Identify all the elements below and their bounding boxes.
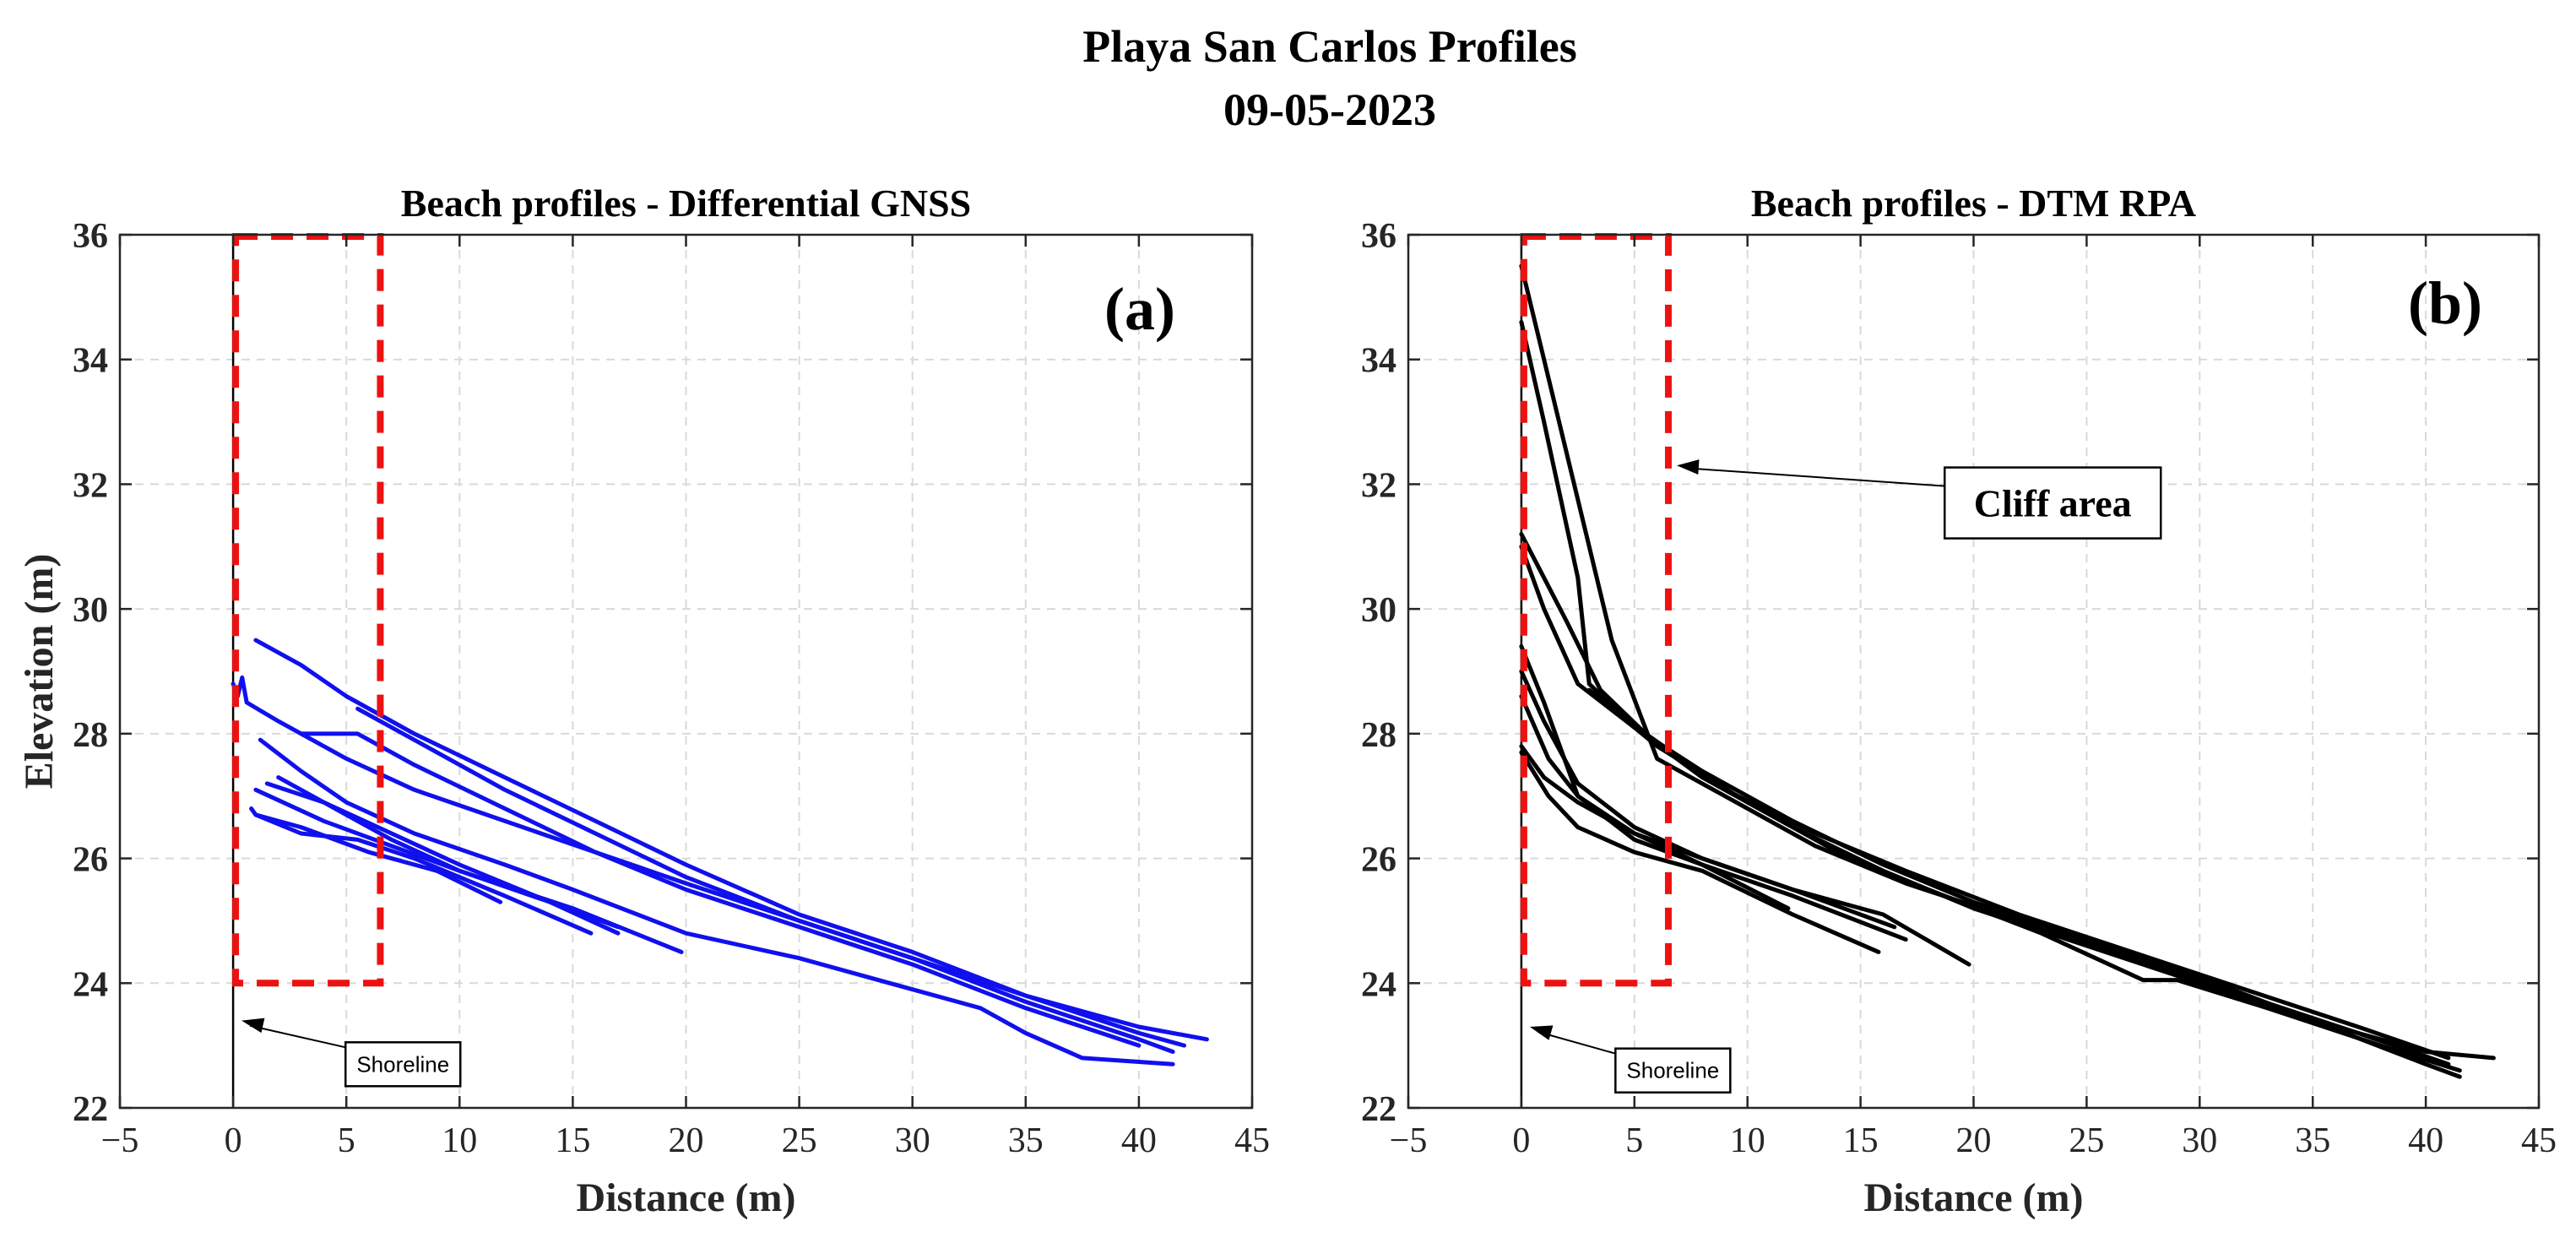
- chart-b-series-line-3: [1519, 532, 2451, 1061]
- chart-b-xtick-label: 30: [2182, 1121, 2217, 1160]
- chart-a-xtick-label: 30: [895, 1121, 930, 1160]
- chart-b-ytick-label: 36: [1361, 217, 1396, 256]
- chart-a-ytick-label: 26: [73, 841, 108, 880]
- chart-b-annotation-text-1: Cliff area: [1974, 482, 2132, 525]
- chart-b-panel-label: (b): [2408, 269, 2482, 337]
- figure-title: Playa San Carlos Profiles: [1082, 21, 1576, 72]
- chart-b-xtick-label: 20: [1956, 1121, 1992, 1160]
- chart-b-xlabel: Distance (m): [1864, 1175, 2084, 1220]
- chart-b-xtick-label: 45: [2521, 1121, 2557, 1160]
- chart-b-annotation-arrowhead-2: [1529, 1025, 1554, 1040]
- chart-a-xlabel: Distance (m): [577, 1175, 796, 1220]
- chart-a-ytick-label: 36: [73, 217, 108, 256]
- chart-a-ytick-label: 28: [73, 716, 108, 755]
- chart-a-series-line-5: [258, 737, 1175, 1067]
- chart-b-xtick-label: 25: [2069, 1121, 2104, 1160]
- chart-b-ytick-label: 34: [1361, 342, 1396, 381]
- panel-b: −5 0 5 10 15 20 25 30 35 40 45 22 24 26 28 30 32 34 36 Beac…: [1361, 182, 2557, 1220]
- chart-b-ytick-label: 22: [1361, 1090, 1396, 1129]
- chart-b-series-line-8: [1519, 750, 1881, 954]
- chart-a-xtick-label: 5: [338, 1121, 355, 1160]
- chart-a-xtick-label: 25: [782, 1121, 817, 1160]
- chart-a-series-line-3: [230, 675, 1186, 1048]
- chart-b-xtick-label: −5: [1390, 1121, 1428, 1160]
- chart-b-annotation-box-1: [1943, 466, 2162, 540]
- chart-b-series-line-10: [1586, 687, 2462, 1073]
- chart-b-cliff-highlight-box: [1520, 233, 1672, 987]
- chart-a-series-line-10: [253, 812, 503, 904]
- chart-a-annotation-arrow-1: [249, 1024, 346, 1049]
- chart-a-title: Beach profiles - Differential GNSS: [401, 182, 971, 225]
- chart-b-ytick-label: 30: [1361, 591, 1396, 630]
- chart-a-ytick-label: 34: [73, 342, 108, 381]
- chart-b-annotation-arrow-1: [1684, 467, 1945, 487]
- chart-a-series-line-4: [299, 731, 1142, 1048]
- chart-b-series-line-9: [1519, 744, 1791, 911]
- panel-a: −5 0 5 10 15 20 25 30 35 40 45 22 24 26 28 30 32 34 36 Beac…: [17, 182, 1270, 1220]
- chart-b-title: Beach profiles - DTM RPA: [1751, 182, 2196, 225]
- chart-b-ytick-label: 26: [1361, 841, 1396, 880]
- chart-a-ytick-label: 32: [73, 466, 108, 505]
- chart-a-annotation-box-1: [344, 1041, 462, 1088]
- chart-a-xtick-label: 45: [1234, 1121, 1270, 1160]
- chart-b-annotation-arrowhead-1: [1676, 459, 1700, 475]
- chart-b-ytick-label: 32: [1361, 466, 1396, 505]
- chart-a-xtick-label: 10: [442, 1121, 477, 1160]
- chart-a-xtick-label: −5: [101, 1121, 139, 1160]
- chart-a-xtick-label: 40: [1121, 1121, 1157, 1160]
- chart-b-ytick-label: 24: [1361, 965, 1396, 1004]
- chart-a-ytick-label: 22: [73, 1090, 108, 1129]
- chart-a-xtick-label: 20: [669, 1121, 704, 1160]
- chart-a-ytick-label: 30: [73, 591, 108, 630]
- chart-a-cliff-highlight-box: [232, 233, 384, 987]
- chart-b-ytick-label: 28: [1361, 716, 1396, 755]
- chart-b-annotation-text-2: Shoreline: [1626, 1058, 1719, 1083]
- chart-b-xtick-label: 35: [2295, 1121, 2330, 1160]
- chart-a-xtick-label: 35: [1008, 1121, 1044, 1160]
- chart-b-series-line-5: [1519, 644, 1908, 942]
- chart-b-xtick-label: 15: [1843, 1121, 1879, 1160]
- chart-a-series-line-8: [276, 775, 684, 954]
- chart-a-xtick-label: 0: [225, 1121, 242, 1160]
- chart-a-xtick-label: 15: [555, 1121, 590, 1160]
- chart-b-xtick-label: 5: [1625, 1121, 1643, 1160]
- chart-b-annotation-box-2: [1614, 1047, 1732, 1094]
- chart-a-panel-label: (a): [1104, 275, 1175, 343]
- chart-b-annotation-arrow-2: [1537, 1031, 1616, 1055]
- chart-b-xtick-label: 0: [1512, 1121, 1530, 1160]
- chart-b-xtick-label: 10: [1730, 1121, 1765, 1160]
- chart-a-ytick-label: 24: [73, 965, 108, 1004]
- figure-date: 09-05-2023: [1223, 84, 1436, 135]
- chart-a-annotation-text-1: Shoreline: [356, 1051, 449, 1077]
- chart-a-ylabel: Elevation (m): [17, 554, 62, 790]
- chart-a-series-line-2: [355, 706, 1175, 1054]
- chart-a-annotation-arrowhead-1: [241, 1018, 265, 1034]
- chart-b-xtick-label: 40: [2408, 1121, 2443, 1160]
